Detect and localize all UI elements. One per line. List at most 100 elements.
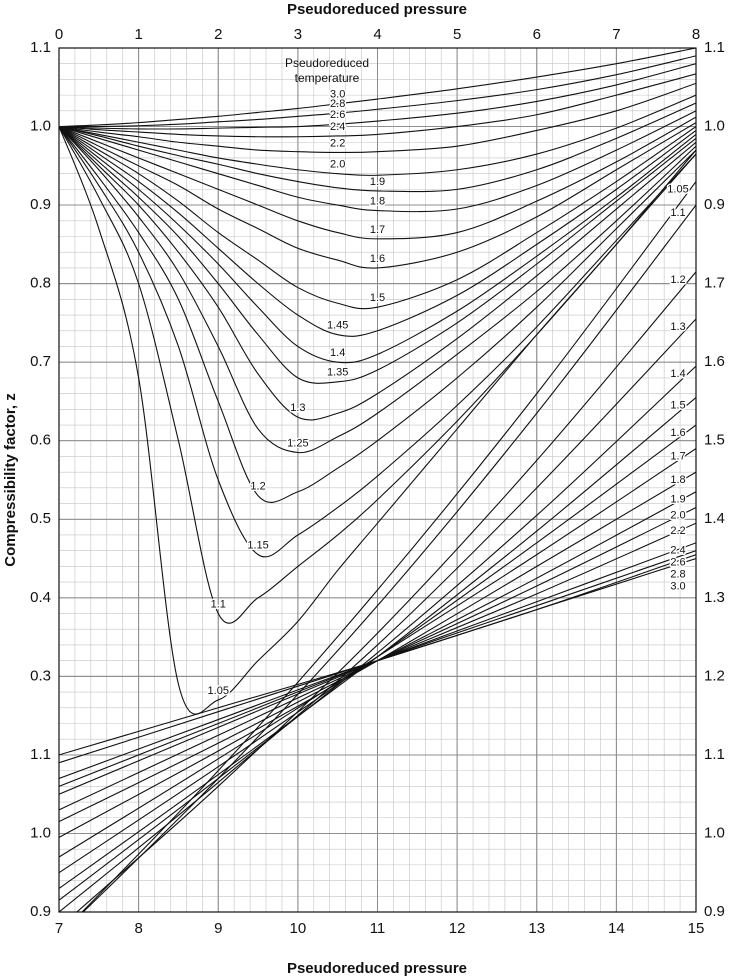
curve: [76, 271, 696, 912]
x-tick-label: 15: [688, 920, 705, 937]
curve: [59, 365, 696, 901]
x-tick-label: 4: [373, 26, 381, 43]
y2-tick-label: 1.5: [704, 432, 725, 449]
x-tick-label: 11: [370, 920, 386, 937]
curve-label: 1.1: [211, 598, 226, 610]
curve: [59, 110, 696, 213]
y-tick-label: 0.3: [30, 667, 51, 684]
curve-label: 2.4: [670, 545, 685, 557]
curve-label: 2.0: [330, 159, 345, 171]
curve-label: 1.9: [670, 494, 685, 506]
curve-label: 1.7: [370, 224, 385, 236]
curve: [59, 122, 696, 269]
curve: [59, 73, 696, 138]
y-tick-label: 0.4: [30, 589, 51, 606]
x-tick-label: 1: [134, 26, 142, 43]
y-tick-label: 0.5: [30, 510, 51, 527]
curve: [59, 55, 696, 128]
y2-tick-label: 1.7: [704, 275, 725, 292]
y2-tick-label: 1.6: [704, 353, 725, 370]
y2-tick-label: 1.1: [704, 746, 725, 763]
curve: [59, 94, 696, 176]
y-tick-label: 0.8: [30, 275, 51, 292]
y2-tick-label: 0.9: [704, 903, 725, 920]
x-tick-label: 13: [528, 920, 545, 937]
y-tick-label: 1.1: [30, 39, 51, 56]
x-tick-label: 14: [608, 920, 625, 937]
y-tick-label: 0.9: [30, 903, 51, 920]
curve-label: 2.6: [670, 557, 685, 569]
y2-tick-label: 1.4: [704, 510, 725, 527]
x-tick-label: 5: [453, 26, 461, 43]
curve-label: 1.6: [370, 253, 385, 265]
curve: [59, 126, 696, 310]
y2-tick-label: 1.3: [704, 589, 725, 606]
curve: [59, 126, 696, 624]
curve-label: 1.2: [670, 274, 685, 286]
curve: [59, 126, 696, 558]
curve: [59, 126, 696, 421]
curve-label: 1.35: [327, 367, 348, 379]
curve-label: 1.5: [670, 399, 685, 411]
curve: [59, 126, 696, 454]
y-tick-label: 0.9: [30, 196, 51, 213]
curve-label: 1.5: [370, 292, 385, 304]
x-tick-label: 12: [449, 920, 466, 937]
curve-label: 3.0: [330, 89, 345, 101]
bottom-axis-title: Pseudoreduced pressure: [287, 960, 467, 977]
curve: [59, 448, 696, 858]
y-tick-label: 0.6: [30, 432, 51, 449]
y-tick-label: 1.0: [30, 824, 51, 841]
x-tick-label: 0: [55, 26, 63, 43]
x-tick-label: 7: [55, 920, 63, 937]
curve-label: 1.25: [287, 437, 308, 449]
curve-label: 2.2: [670, 525, 685, 537]
plot-frame: [58, 47, 697, 913]
labels: 0 1 2 3 4 5 6 7 80.30.40.50.60.70.80.91.01.10.91…: [30, 26, 725, 937]
curve-label: 1.8: [670, 474, 685, 486]
y2-tick-label: 1.0: [704, 118, 725, 135]
x-tick-label: 9: [214, 920, 222, 937]
curves: [59, 48, 696, 912]
y2-tick-label: 0.9: [704, 196, 725, 213]
curve-label: 1.8: [370, 195, 385, 207]
y-axis-title: Compressibility factor, z: [2, 393, 19, 566]
curve: [59, 116, 696, 240]
curve: [59, 318, 696, 912]
curve-label: 1.2: [250, 481, 265, 493]
curve-label: 1.05: [667, 183, 688, 195]
curve: [59, 126, 696, 364]
x-tick-label: 8: [134, 920, 142, 937]
curve-label: 1.45: [327, 320, 348, 332]
curve-label: 1.15: [247, 540, 268, 552]
curve: [59, 558, 696, 756]
x-tick-label: 10: [290, 920, 307, 937]
x-tick-label: 2: [214, 26, 222, 43]
curve-label: 1.3: [670, 321, 685, 333]
top-axis-title: Pseudoreduced pressure: [287, 1, 467, 18]
x-tick-label: 6: [533, 26, 541, 43]
curve-label: 1.1: [670, 207, 685, 219]
curve-label: 1.4: [670, 368, 685, 380]
curve: [59, 63, 696, 130]
y2-tick-label: 1.2: [704, 667, 725, 684]
curve-label: 1.9: [370, 176, 385, 188]
curve-label: 1.7: [670, 450, 685, 462]
curve-label: 1.6: [670, 427, 685, 439]
curve-label: 1.3: [290, 402, 305, 414]
curve-label: 3.0: [670, 581, 685, 593]
curve: [82, 204, 696, 912]
y-tick-label: 1.0: [30, 118, 51, 135]
curve: [59, 48, 696, 128]
curve-label: 2.6: [330, 109, 345, 121]
curve: [59, 126, 696, 503]
x-tick-label: 7: [612, 26, 620, 43]
y-tick-label: 1.1: [30, 746, 51, 763]
y2-tick-label: 1.1: [704, 39, 725, 56]
curve: [59, 82, 696, 154]
curve-label: 2.4: [330, 121, 345, 133]
curve: [59, 102, 696, 193]
curve-label: 1.05: [208, 685, 229, 697]
